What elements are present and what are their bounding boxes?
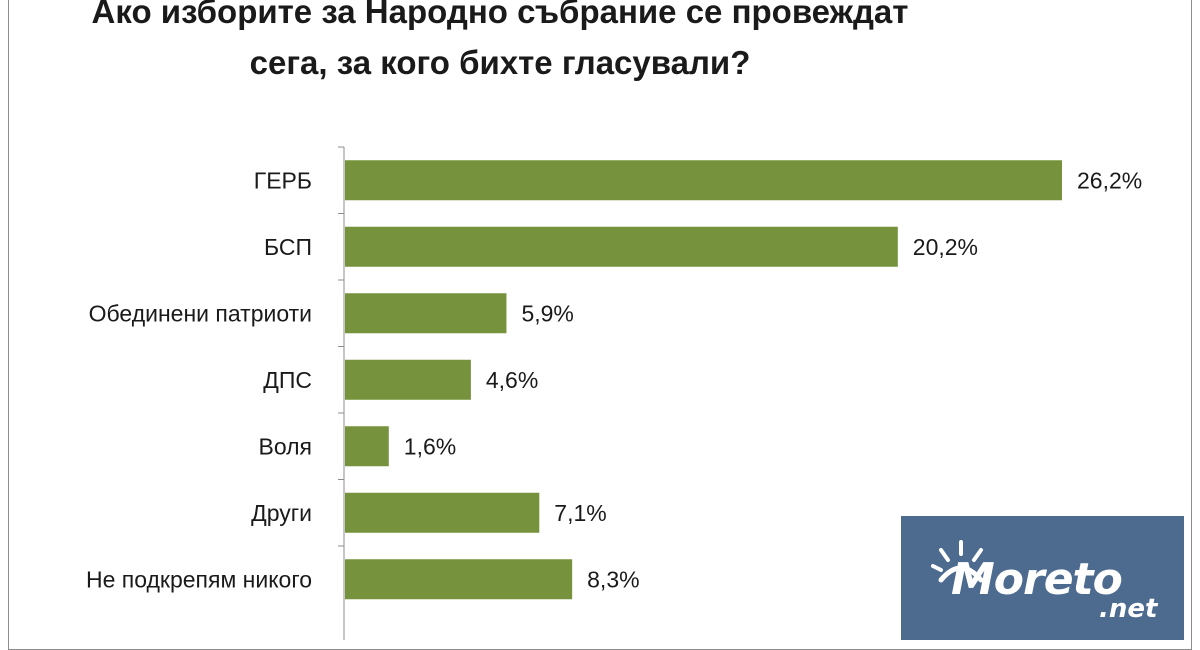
bar: [345, 492, 540, 533]
category-label: ГЕРБ: [254, 167, 312, 193]
moreto-watermark: Moreto .net: [901, 516, 1184, 640]
category-label: БСП: [264, 234, 312, 260]
chart-title: Ако изборите за Народно събрание се пров…: [0, 0, 1000, 88]
data-label: 5,9%: [521, 300, 573, 326]
category-label: Не подкрепям никого: [86, 566, 312, 592]
bar: [345, 426, 389, 467]
watermark-brand: Moreto: [951, 554, 1123, 605]
data-label: 4,6%: [486, 367, 538, 393]
bar: [345, 160, 1062, 201]
category-label: ДПС: [263, 367, 312, 393]
chart-title-line-2: сега, за кого бихте гласували?: [249, 44, 751, 81]
data-label: 1,6%: [404, 433, 456, 459]
data-label: 20,2%: [913, 234, 978, 260]
category-label: Воля: [258, 433, 312, 459]
bar: [345, 293, 507, 334]
data-label: 26,2%: [1077, 167, 1142, 193]
category-label: Обединени патриоти: [89, 300, 312, 326]
watermark-suffix: .net: [1099, 594, 1158, 624]
bar: [345, 359, 471, 400]
bar: [345, 559, 573, 600]
sun-logo-icon: [931, 540, 984, 583]
data-label: 7,1%: [554, 500, 606, 526]
data-label: 8,3%: [587, 566, 639, 592]
category-label: Други: [251, 500, 312, 526]
bar: [345, 226, 898, 267]
chart-title-line-1: Ако изборите за Народно събрание се пров…: [91, 0, 909, 30]
